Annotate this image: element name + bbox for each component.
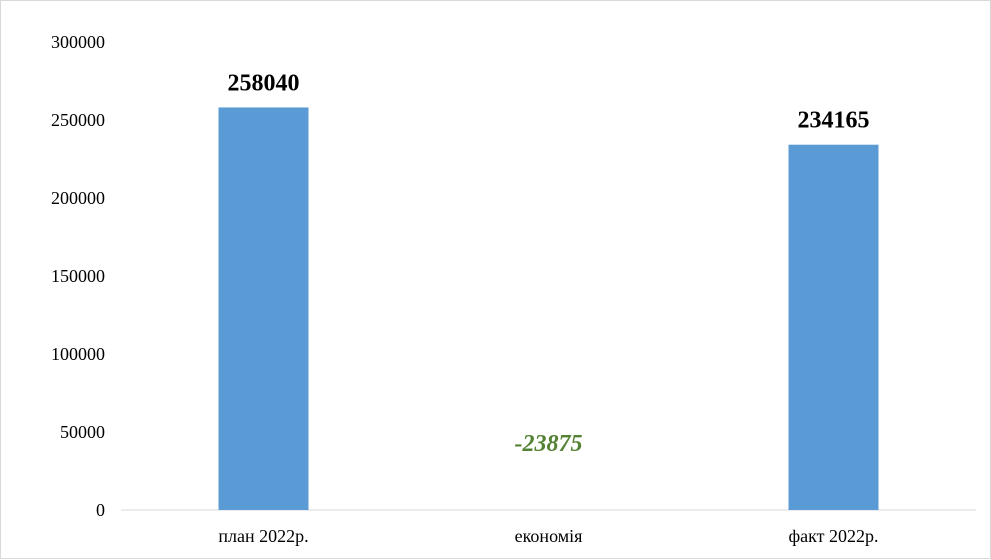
y-tick-label: 100000 [51, 344, 105, 364]
y-tick-label: 200000 [51, 188, 105, 208]
y-tick-label: 150000 [51, 266, 105, 286]
y-tick-label: 0 [96, 500, 105, 520]
category-label: план 2022р. [218, 526, 308, 546]
bar [788, 144, 879, 510]
category-label: факт 2022р. [788, 526, 878, 546]
y-tick-label: 300000 [51, 32, 105, 52]
data-label: 234165 [798, 108, 870, 134]
category-label: економія [515, 526, 583, 546]
y-tick-label: 50000 [60, 422, 105, 442]
data-label: -23875 [515, 431, 583, 457]
data-label: 258040 [228, 70, 300, 96]
bar [218, 107, 309, 510]
category-labels: план 2022р. економія факт 2022р. [218, 526, 878, 546]
y-axis-ticks: 0 50000 100000 150000 200000 250000 300000 [51, 32, 105, 520]
data-labels: 258040 -23875 234165 [228, 70, 870, 457]
y-tick-label: 250000 [51, 110, 105, 130]
bars [218, 107, 879, 510]
